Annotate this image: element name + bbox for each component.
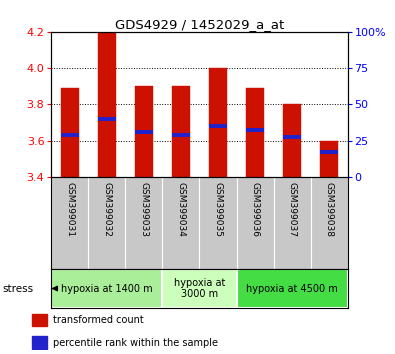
Text: GSM399035: GSM399035 [213, 182, 222, 236]
Bar [246, 128, 264, 132]
Text: hypoxia at 1400 m: hypoxia at 1400 m [61, 284, 153, 293]
Bar [172, 133, 190, 137]
Bar [98, 117, 116, 121]
Bar [172, 86, 190, 177]
Text: GSM399038: GSM399038 [325, 182, 334, 236]
Bar [60, 133, 79, 137]
Bar [283, 135, 301, 139]
Text: GSM399032: GSM399032 [102, 182, 111, 236]
Bar [51, 269, 162, 308]
Bar [283, 104, 301, 177]
Bar [237, 269, 348, 308]
Text: GSM399036: GSM399036 [250, 182, 260, 236]
Bar [135, 130, 153, 134]
Text: stress: stress [2, 284, 33, 293]
Text: hypoxia at 4500 m: hypoxia at 4500 m [246, 284, 338, 293]
Bar [320, 141, 339, 177]
Bar [135, 86, 153, 177]
Title: GDS4929 / 1452029_a_at: GDS4929 / 1452029_a_at [115, 18, 284, 31]
Bar [246, 88, 264, 177]
Bar [162, 269, 237, 308]
Text: GSM399031: GSM399031 [65, 182, 74, 236]
Text: percentile rank within the sample: percentile rank within the sample [53, 338, 218, 348]
Text: GSM399034: GSM399034 [177, 182, 186, 236]
Bar [60, 88, 79, 177]
Bar [320, 150, 339, 154]
Text: GSM399033: GSM399033 [139, 182, 149, 236]
Bar [32, 314, 47, 326]
Text: GSM399037: GSM399037 [288, 182, 297, 236]
Bar [98, 32, 116, 177]
Bar [32, 336, 47, 349]
Text: hypoxia at
3000 m: hypoxia at 3000 m [174, 278, 225, 299]
Text: transformed count: transformed count [53, 315, 144, 325]
Bar [209, 124, 227, 128]
Bar [209, 68, 227, 177]
